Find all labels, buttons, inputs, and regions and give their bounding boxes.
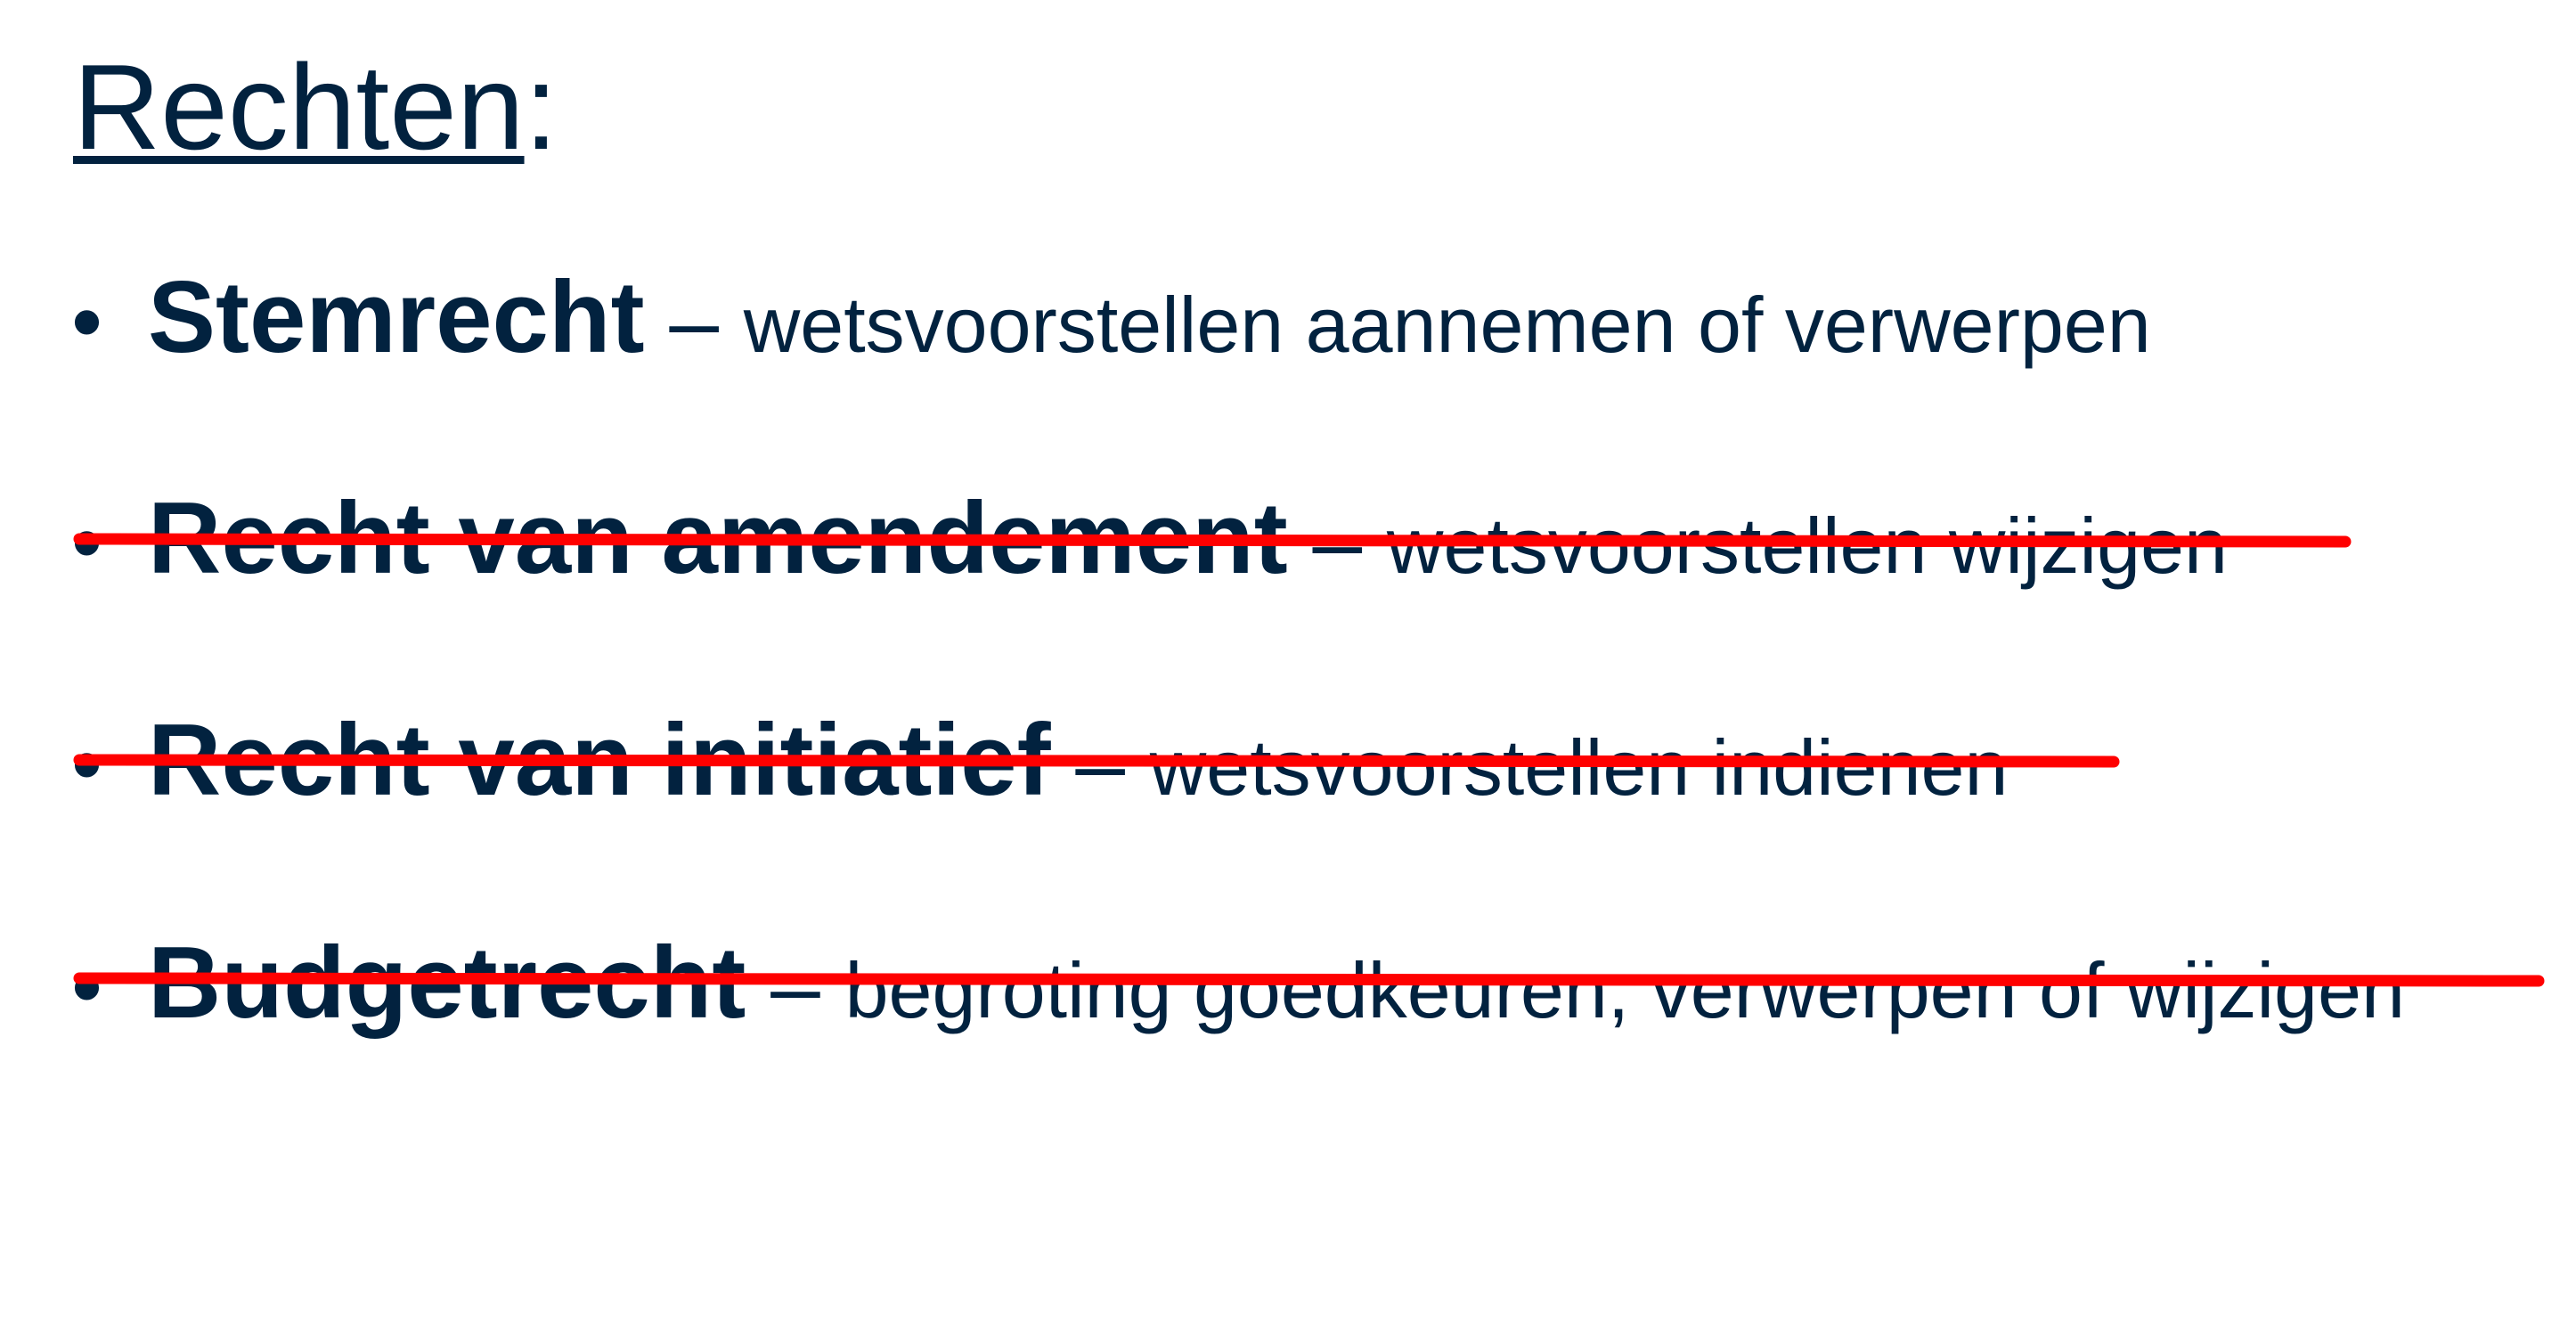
bullet: • — [71, 937, 103, 1037]
bullet: • — [71, 272, 103, 372]
item-separator: – — [644, 272, 744, 372]
item-description: wetsvoorstellen aannemen of verwerpen — [743, 281, 2151, 369]
item-description: begroting goedkeuren, verwerpen of wijzi… — [844, 946, 2405, 1034]
title-text: Rechten — [73, 39, 525, 175]
title-colon: : — [524, 39, 558, 175]
slide-title: Rechten: — [73, 46, 558, 167]
item-term: Stemrecht — [148, 261, 645, 374]
strike-line-budgetrecht — [73, 972, 2545, 987]
item-description: wetsvoorstellen indienen — [1149, 723, 2009, 812]
strike-line-initiatief — [73, 754, 2120, 768]
list-item-stemrecht: • Stemrecht – wetsvoorstellen aannemen of… — [71, 267, 2151, 369]
item-separator: – — [746, 937, 845, 1037]
strike-line-amendement — [73, 533, 2352, 548]
